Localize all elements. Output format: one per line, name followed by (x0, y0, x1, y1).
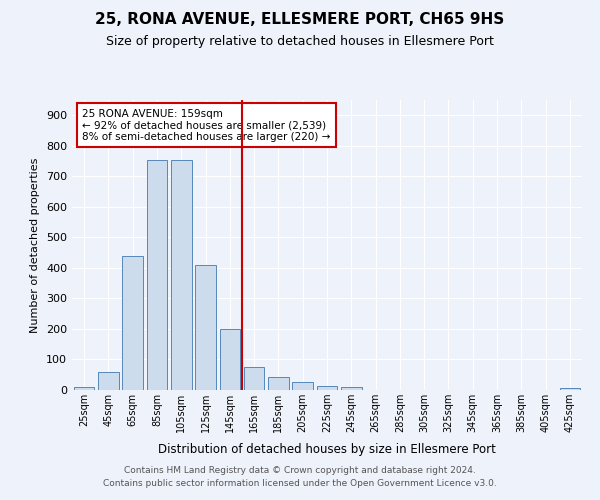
Bar (195, 265, 216, 390)
Bar (560, 388, 580, 390)
Bar (98, 372, 119, 390)
Y-axis label: Number of detached properties: Number of detached properties (31, 158, 40, 332)
Text: Distribution of detached houses by size in Ellesmere Port: Distribution of detached houses by size … (158, 442, 496, 456)
Bar (146, 160, 167, 390)
Bar (244, 367, 265, 390)
Bar (317, 386, 337, 390)
Bar (171, 160, 191, 390)
Bar (74, 387, 94, 390)
Bar (268, 377, 289, 390)
Text: Size of property relative to detached houses in Ellesmere Port: Size of property relative to detached ho… (106, 35, 494, 48)
Bar (292, 382, 313, 390)
Text: Contains HM Land Registry data © Crown copyright and database right 2024.
Contai: Contains HM Land Registry data © Crown c… (103, 466, 497, 487)
Text: 25 RONA AVENUE: 159sqm
← 92% of detached houses are smaller (2,539)
8% of semi-d: 25 RONA AVENUE: 159sqm ← 92% of detached… (82, 108, 331, 142)
Text: 25, RONA AVENUE, ELLESMERE PORT, CH65 9HS: 25, RONA AVENUE, ELLESMERE PORT, CH65 9H… (95, 12, 505, 28)
Bar (122, 256, 143, 390)
Bar (220, 329, 240, 390)
Bar (341, 388, 362, 390)
